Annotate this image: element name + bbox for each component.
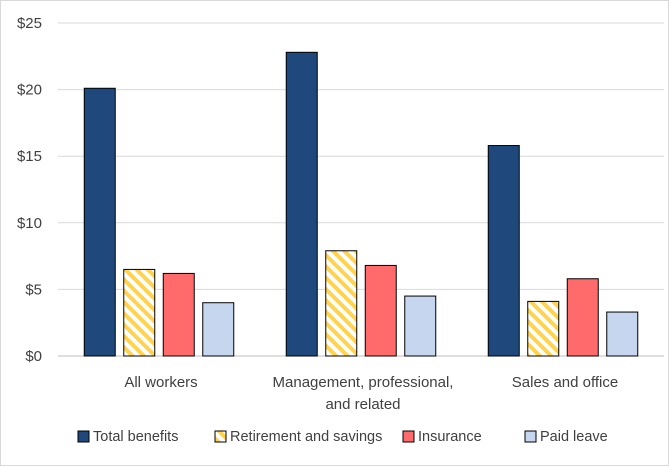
bar-insurance	[162, 272, 195, 357]
legend-swatch	[214, 430, 227, 443]
legend-label: Total benefits	[93, 429, 178, 445]
y-tick-label: $15	[17, 148, 42, 165]
bar-total-benefits	[83, 87, 116, 357]
y-tick-label: $20	[17, 82, 42, 99]
y-axis-ticks: $0 $5 $10 $15 $20 $25	[17, 15, 42, 365]
bar-paid-leave	[404, 295, 437, 357]
y-tick-label: $10	[17, 215, 42, 232]
y-tick-label: $25	[17, 15, 42, 32]
x-category-label: Management, professional,	[273, 374, 454, 391]
bar-insurance	[566, 278, 599, 357]
bar-retirement-and-savings	[325, 250, 358, 357]
legend-swatch	[524, 430, 537, 443]
x-category-label: Sales and office	[512, 374, 618, 391]
bar-insurance	[364, 264, 397, 357]
bar-retirement-and-savings	[527, 300, 560, 357]
legend-swatch	[77, 430, 90, 443]
bars	[83, 51, 639, 357]
legend-swatch	[402, 430, 415, 443]
bar-total-benefits	[285, 51, 318, 357]
legend-label: Paid leave	[540, 429, 608, 445]
legend-label: Retirement and savings	[230, 429, 382, 445]
gridlines	[58, 22, 664, 357]
bar-total-benefits	[487, 145, 520, 357]
bar-retirement-and-savings	[123, 268, 156, 357]
bar-paid-leave	[202, 302, 235, 357]
bar-paid-leave	[606, 311, 639, 357]
y-tick-label: $0	[25, 348, 42, 365]
x-category-label: and related	[325, 396, 400, 413]
legend-label: Insurance	[418, 429, 482, 445]
x-axis-categories: All workers Management, professional, and …	[124, 374, 618, 413]
y-tick-label: $5	[25, 281, 42, 298]
x-category-label: All workers	[124, 374, 197, 391]
legend: Total benefits Retirement and savings Insu…	[77, 429, 608, 445]
